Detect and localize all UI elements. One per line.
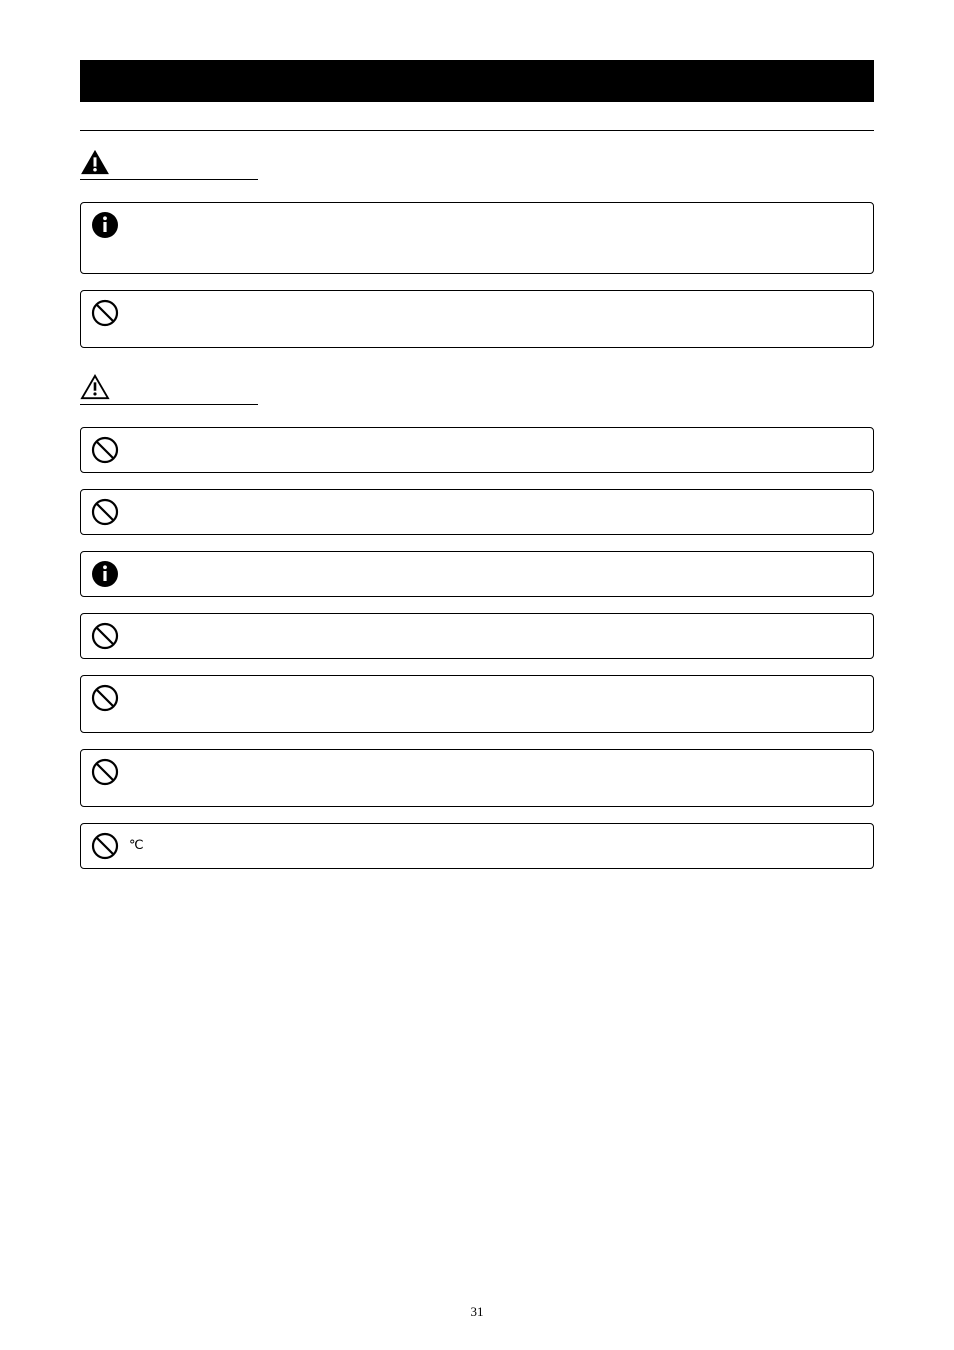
prohibit-icon: [91, 622, 119, 650]
warning-box: ℃: [80, 823, 874, 869]
section-heading: [80, 374, 258, 405]
warning-box: [80, 427, 874, 473]
info-circle-solid-icon: [91, 560, 119, 588]
safety-section: [80, 139, 874, 348]
safety-section: ℃: [80, 364, 874, 869]
warning-text: ℃: [129, 832, 144, 854]
prohibit-icon: [91, 299, 119, 327]
prohibit-icon: [91, 758, 119, 786]
top-rule: [80, 130, 874, 131]
page-number: 31: [0, 1304, 954, 1320]
warning-box: [80, 749, 874, 807]
prohibit-icon: [91, 436, 119, 464]
warning-box: [80, 290, 874, 348]
info-circle-solid-icon: [91, 211, 119, 239]
prohibit-icon: [91, 498, 119, 526]
warning-box: [80, 551, 874, 597]
warning-box: [80, 202, 874, 274]
alert-triangle-solid-icon: [80, 149, 110, 175]
header-bar: [80, 60, 874, 102]
warning-box: [80, 489, 874, 535]
section-heading: [80, 149, 258, 180]
prohibit-icon: [91, 684, 119, 712]
warning-box: [80, 675, 874, 733]
warning-box: [80, 613, 874, 659]
prohibit-icon: [91, 832, 119, 860]
alert-triangle-outline-icon: [80, 374, 110, 400]
